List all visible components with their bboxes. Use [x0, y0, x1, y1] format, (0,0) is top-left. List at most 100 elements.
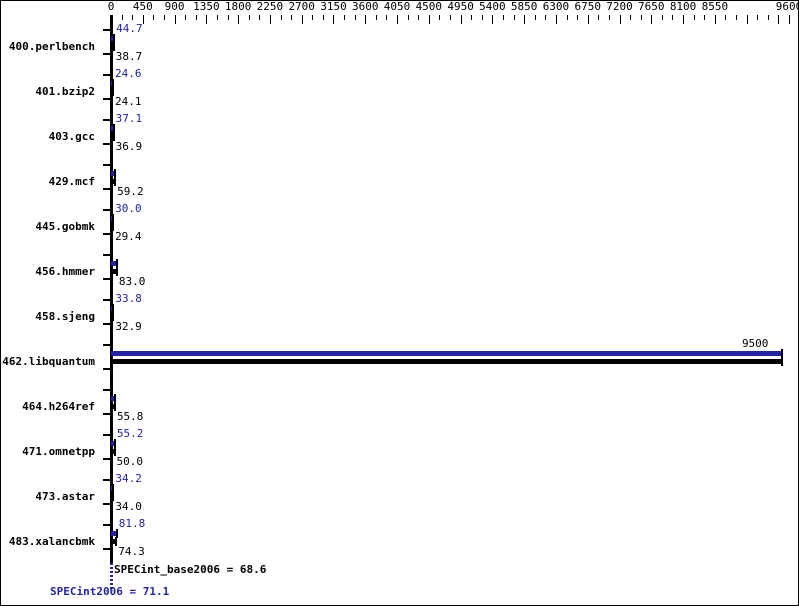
peak-bar	[111, 126, 114, 131]
x-axis-tick-label: 0	[107, 0, 115, 13]
peak-bar	[111, 216, 114, 221]
peak-bar-endcap	[114, 169, 117, 178]
benchmark-name-label: 445.gobmk	[35, 220, 95, 233]
row-bracket-tick	[103, 74, 111, 76]
benchmark-row: 464.h264ref 55.8	[1, 385, 798, 430]
x-axis-minor-tick	[641, 15, 642, 20]
x-axis-major-tick	[778, 15, 779, 24]
specint-base-summary: SPECint_base2006 = 68.6	[114, 563, 267, 576]
x-axis-minor-tick	[736, 15, 737, 20]
x-axis-tick-label: 4500	[415, 0, 443, 13]
x-axis-minor-tick	[122, 15, 123, 20]
row-bracket-tick	[103, 458, 111, 460]
x-axis-major-tick	[397, 15, 398, 24]
peak-bar	[111, 441, 115, 446]
x-axis-minor-tick	[153, 15, 154, 20]
peak-bar-endcap	[780, 349, 783, 358]
row-bracket-tick	[103, 278, 111, 280]
row-bracket-tick	[103, 368, 111, 370]
peak-value-label: 30.0	[115, 202, 142, 215]
x-axis-tick-label: 1800	[224, 0, 252, 13]
base-value-label: 36.9	[115, 140, 143, 153]
benchmark-name-label: 473.astar	[35, 490, 95, 503]
x-axis-minor-tick	[291, 15, 292, 20]
x-axis-tick-label: 8100	[669, 0, 697, 13]
x-axis-major-tick	[683, 15, 684, 24]
peak-bar-endcap	[112, 79, 114, 88]
benchmark-row: 462.libquantum 9500	[1, 337, 798, 385]
peak-bar	[111, 486, 114, 491]
x-axis-minor-tick	[694, 15, 695, 20]
peak-bar	[111, 396, 115, 401]
base-bar	[111, 539, 117, 544]
peak-bar-endcap	[112, 214, 115, 223]
base-bar	[111, 359, 782, 364]
x-axis-tick-label: 900	[164, 0, 185, 13]
base-bar-endcap	[114, 177, 117, 186]
x-axis-major-tick	[620, 15, 621, 24]
row-bracket-tick	[103, 413, 111, 415]
row-bracket-tick	[103, 548, 111, 550]
x-axis-minor-tick	[482, 15, 483, 20]
benchmark-row: 456.hmmer 83.0	[1, 250, 798, 295]
peak-bar	[111, 261, 117, 266]
x-axis-minor-tick	[704, 15, 705, 20]
x-axis-tick-label: 2700	[288, 0, 315, 13]
x-axis-tick-label: 5400	[479, 0, 506, 13]
peak-value-label: 24.6	[115, 67, 142, 80]
peak-bar-endcap	[112, 304, 115, 313]
x-axis-minor-tick	[344, 15, 345, 20]
x-axis-minor-tick	[132, 15, 133, 20]
x-axis-minor-tick	[545, 15, 546, 20]
peak-value-label: 81.8	[118, 517, 146, 530]
base-bar-endcap	[112, 492, 115, 501]
x-axis-minor-tick	[514, 15, 515, 20]
benchmark-row: 471.omnetpp 55.2 50.0	[1, 428, 798, 475]
benchmark-row: 445.gobmk 30.0 29.4	[1, 202, 798, 250]
peak-bar-endcap	[115, 529, 118, 538]
base-bar-endcap	[115, 537, 118, 546]
benchmark-row: 473.astar 34.2 34.0	[1, 472, 798, 520]
base-value-label: 74.3	[118, 545, 145, 558]
x-axis-tick-label: 6750	[574, 0, 601, 13]
row-bracket-tick	[103, 434, 111, 436]
x-axis-major-tick	[302, 15, 303, 24]
base-bar	[111, 224, 114, 229]
benchmark-name-label: 429.mcf	[48, 175, 95, 188]
x-axis-minor-tick	[217, 15, 218, 20]
benchmark-name-label: 464.h264ref	[22, 400, 95, 413]
base-bar	[111, 314, 114, 319]
row-bracket-tick	[103, 188, 111, 190]
x-axis-tick-label: 4050	[383, 0, 411, 13]
x-axis-tick-label: 3600	[352, 0, 379, 13]
base-value-label: 34.0	[115, 500, 142, 513]
x-axis-major-tick	[333, 15, 334, 24]
x-axis-tick-label: 5850	[510, 0, 538, 13]
x-axis-minor-tick	[662, 15, 663, 20]
x-axis-minor-tick	[630, 15, 631, 20]
peak-value-label: 44.7	[116, 22, 143, 35]
base-bar-endcap	[112, 42, 115, 51]
x-axis-major-tick	[492, 15, 493, 24]
x-axis-minor-tick	[249, 15, 250, 20]
base-bar-endcap	[112, 132, 115, 141]
base-value-label: 9500	[741, 337, 769, 350]
x-axis-major-tick	[747, 15, 748, 24]
zero-axis-line	[110, 15, 113, 563]
base-bar	[111, 494, 114, 499]
row-bracket-tick	[103, 98, 111, 100]
peak-bar-endcap	[115, 259, 118, 268]
benchmark-name-label: 483.xalancbmk	[8, 535, 95, 548]
benchmark-name-label: 456.hmmer	[35, 265, 95, 278]
x-axis-minor-tick	[768, 15, 769, 20]
peak-bar-endcap	[113, 394, 116, 403]
x-axis-minor-tick	[281, 15, 282, 20]
x-axis-tick-labels: 0 450 900 1350 1800 2250 2700 3150 3600 4050 4500 4…	[1, 0, 798, 15]
row-bracket-tick	[103, 254, 111, 256]
x-axis-major-tick	[175, 15, 176, 24]
row-bracket-tick	[103, 524, 111, 526]
peak-value-label: 34.2	[115, 472, 142, 485]
x-axis-minor-tick	[164, 15, 165, 20]
x-axis-minor-tick	[196, 15, 197, 20]
